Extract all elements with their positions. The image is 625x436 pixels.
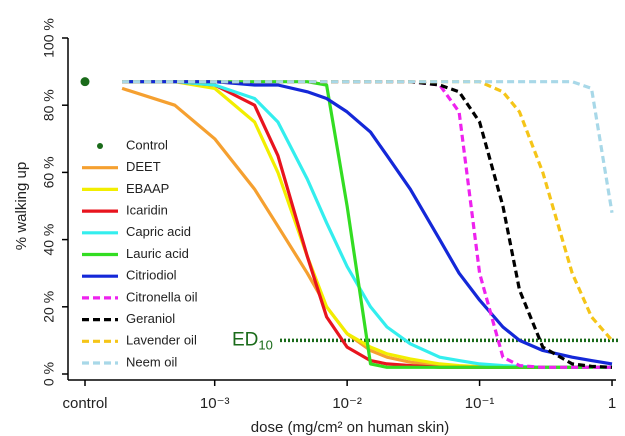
y-tick-label: 80 % [41,89,57,121]
ed10-text: ED [232,329,258,350]
legend-label: Lauric acid [126,246,189,261]
y-axis-label: % walking up [13,162,30,250]
legend-label: Lavender oil [126,333,197,348]
x-tick-label: 10⁻³ [200,395,230,412]
y-tick-label: 100 % [41,18,57,58]
control-point [80,77,90,87]
legend-label: Icaridin [126,203,168,218]
legend-label: Neem oil [126,354,177,369]
y-tick-label: 0 % [41,362,57,386]
series-line [122,80,614,213]
ed10-label: ED10 [232,329,273,352]
y-tick-label: 40 % [41,224,57,256]
legend-label: Citriodiol [126,268,177,283]
legend-label: Citronella oil [126,289,198,304]
x-axis-label: dose (mg/cm² on human skin) [251,419,449,436]
ed10-subscript: 10 [258,338,272,353]
legend-label: Capric acid [126,224,191,239]
legend-marker [97,143,103,149]
x-tick-label: control [62,395,107,412]
legend-label: Control [126,137,168,152]
y-tick-label: 60 % [41,156,57,188]
x-tick-label: 1 [608,395,616,412]
series-line [122,80,613,366]
x-tick-label: 10⁻¹ [465,395,495,412]
legend-label: EBAAP [126,181,169,196]
y-tick-label: 20 % [41,291,57,323]
legend-label: Geraniol [126,311,175,326]
legend-label: DEET [126,159,161,174]
x-tick-label: 10⁻² [332,395,362,412]
